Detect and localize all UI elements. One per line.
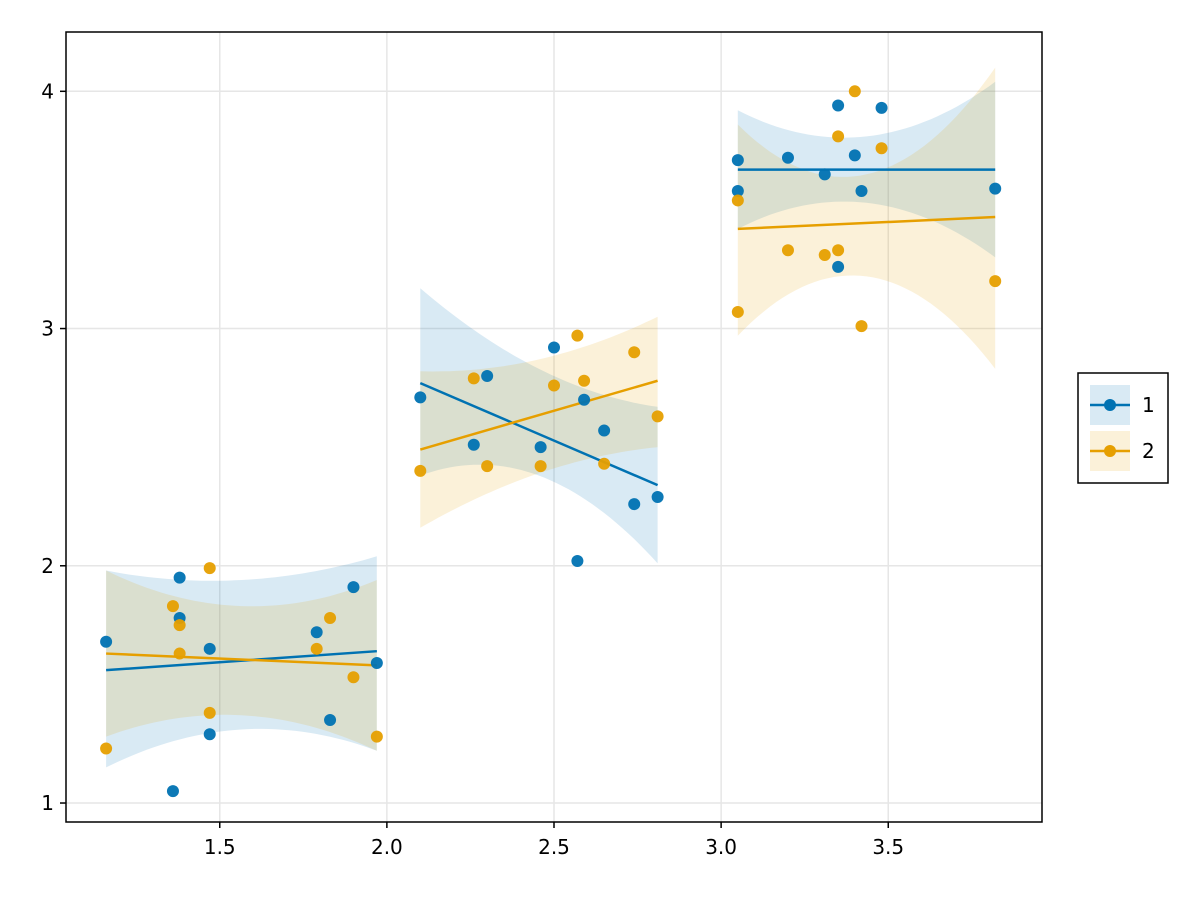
data-point-series-2 [166, 600, 179, 613]
legend-swatch-marker [1104, 445, 1116, 457]
data-point-series-2 [848, 85, 861, 98]
data-point-series-2 [989, 275, 1002, 288]
data-point-series-1 [203, 642, 216, 655]
confidence-band-series-2 [420, 316, 658, 528]
data-points [100, 85, 1002, 798]
y-tick-label: 3 [41, 317, 54, 341]
legend-swatch-marker [1104, 399, 1116, 411]
data-point-series-2 [832, 244, 845, 257]
data-point-series-2 [173, 619, 186, 632]
data-point-series-1 [166, 785, 179, 798]
data-point-series-1 [173, 571, 186, 584]
data-point-series-2 [534, 460, 547, 473]
data-point-series-2 [100, 742, 113, 755]
data-point-series-1 [855, 184, 868, 197]
data-point-series-2 [832, 130, 845, 143]
data-point-series-1 [848, 149, 861, 162]
data-point-series-2 [571, 329, 584, 342]
x-tick-label: 2.0 [371, 835, 403, 859]
data-point-series-1 [578, 393, 591, 406]
data-point-series-2 [414, 464, 427, 477]
data-point-series-2 [781, 244, 794, 257]
confidence-band-series-1 [420, 288, 658, 564]
fit-line-series-2 [419, 379, 658, 451]
y-axis: 1 2 3 4 [41, 79, 66, 815]
data-point-series-2 [347, 671, 360, 684]
data-point-series-2 [578, 374, 591, 387]
data-point-series-1 [989, 182, 1002, 195]
legend: 12 [1077, 372, 1169, 484]
data-point-series-1 [832, 260, 845, 273]
data-point-series-2 [481, 460, 494, 473]
data-point-series-1 [534, 441, 547, 454]
x-tick-label: 2.5 [538, 835, 570, 859]
data-point-series-2 [651, 410, 664, 423]
y-tick-label: 2 [41, 554, 54, 578]
data-point-series-1 [598, 424, 611, 437]
data-point-series-1 [628, 498, 641, 511]
legend-label: 1 [1142, 393, 1155, 417]
fit-lines [106, 168, 996, 672]
data-point-series-1 [203, 728, 216, 741]
x-axis: 1.5 2.0 2.5 3.0 3.5 [204, 822, 904, 859]
data-point-series-2 [818, 249, 831, 262]
data-point-series-1 [548, 341, 560, 354]
data-point-series-1 [651, 490, 664, 503]
data-point-series-1 [310, 626, 323, 639]
legend-box [1077, 372, 1169, 484]
data-point-series-2 [310, 642, 323, 655]
data-point-series-1 [818, 168, 831, 181]
data-point-series-1 [571, 555, 584, 568]
data-point-series-1 [832, 99, 845, 112]
data-point-series-2 [731, 305, 744, 318]
fit-line-series-2 [106, 652, 377, 667]
data-point-series-1 [414, 391, 427, 404]
data-point-series-2 [203, 562, 216, 575]
data-point-series-2 [324, 611, 337, 624]
data-point-series-1 [100, 635, 113, 648]
data-point-series-1 [370, 657, 383, 670]
fit-line-series-1 [419, 381, 659, 487]
data-point-series-1 [731, 154, 744, 167]
data-point-series-2 [731, 194, 744, 207]
data-point-series-1 [467, 438, 480, 451]
data-point-series-1 [875, 101, 888, 114]
y-tick-label: 4 [41, 79, 54, 103]
fit-line-series-2 [737, 215, 996, 231]
data-point-series-2 [855, 320, 868, 333]
data-point-series-2 [628, 346, 641, 359]
data-point-series-1 [731, 184, 744, 197]
data-point-series-2 [875, 142, 888, 155]
data-point-series-1 [324, 713, 337, 726]
data-point-series-2 [370, 730, 383, 743]
data-point-series-1 [481, 369, 494, 382]
data-point-series-2 [548, 379, 560, 392]
data-point-series-1 [347, 581, 360, 594]
legend-label: 2 [1142, 439, 1155, 463]
data-point-series-2 [203, 706, 216, 719]
x-tick-label: 3.0 [705, 835, 737, 859]
data-point-series-2 [173, 647, 186, 660]
y-tick-label: 1 [41, 791, 54, 815]
confidence-band-series-2 [737, 67, 996, 369]
gridlines [66, 32, 1042, 822]
x-tick-label: 3.5 [872, 835, 904, 859]
data-point-series-1 [781, 151, 794, 164]
data-point-series-2 [467, 372, 480, 385]
x-tick-label: 1.5 [204, 835, 236, 859]
data-point-series-2 [598, 457, 611, 470]
